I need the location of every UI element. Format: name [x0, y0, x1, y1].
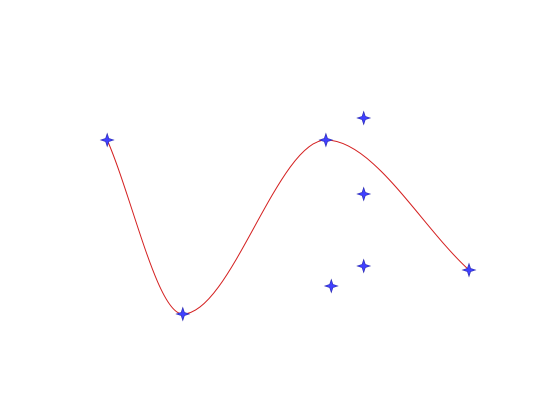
smooth-curve-line: [106, 139, 470, 315]
data-point-marker-6: [356, 258, 372, 274]
data-point-marker-7: [323, 278, 339, 294]
data-point-marker-2: [318, 132, 334, 148]
data-point-marker-4: [356, 110, 372, 126]
curve-layer: [106, 139, 470, 315]
marker-layer: [99, 110, 477, 322]
data-point-marker-5: [356, 186, 372, 202]
data-point-marker-1: [175, 306, 191, 322]
data-point-marker-3: [461, 262, 477, 278]
data-point-marker-0: [99, 132, 115, 148]
